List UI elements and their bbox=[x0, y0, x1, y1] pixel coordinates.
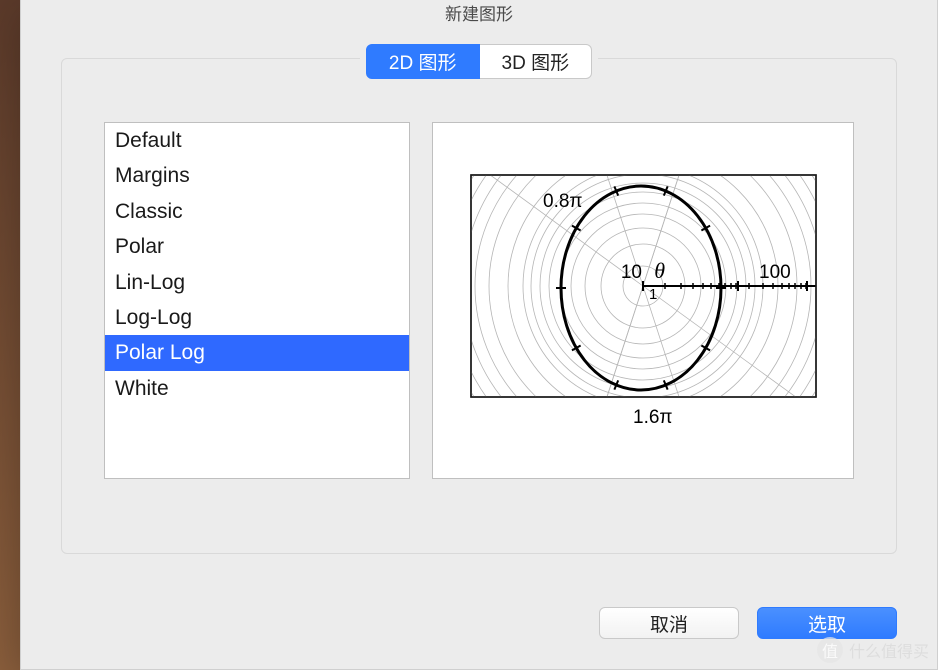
template-list[interactable]: DefaultMarginsClassicPolarLin-LogLog-Log… bbox=[104, 122, 410, 479]
watermark-text: 什么值得买 bbox=[849, 638, 929, 662]
svg-text:1.6π: 1.6π bbox=[633, 407, 673, 428]
dimension-tabs: 2D 图形3D 图形 bbox=[360, 44, 598, 79]
tab-3d[interactable]: 3D 图形 bbox=[480, 44, 593, 79]
svg-text:100: 100 bbox=[759, 262, 791, 283]
list-item[interactable]: Default bbox=[105, 123, 409, 158]
list-item[interactable]: Polar bbox=[105, 229, 409, 264]
list-item[interactable]: Polar Log bbox=[105, 335, 409, 370]
watermark-badge-icon: 值 bbox=[817, 637, 843, 663]
dialog-footer: 取消 选取 bbox=[599, 607, 897, 639]
list-item[interactable]: Log-Log bbox=[105, 300, 409, 335]
svg-text:10: 10 bbox=[621, 262, 642, 283]
svg-text:1: 1 bbox=[649, 286, 657, 303]
svg-text:θ: θ bbox=[654, 258, 665, 283]
watermark: 值 什么值得买 bbox=[817, 637, 929, 663]
list-item[interactable]: Classic bbox=[105, 194, 409, 229]
tab-2d[interactable]: 2D 图形 bbox=[366, 44, 480, 79]
content-panel: 2D 图形3D 图形 DefaultMarginsClassicPolarLin… bbox=[61, 58, 897, 554]
list-item[interactable]: Margins bbox=[105, 158, 409, 193]
new-figure-dialog: 新建图形 2D 图形3D 图形 DefaultMarginsClassicPol… bbox=[20, 0, 938, 670]
preview-pane: 1 10 θ 100 0.8π 1.6π bbox=[432, 122, 854, 479]
polar-log-preview: 1 10 θ 100 0.8π 1.6π bbox=[433, 123, 853, 478]
list-item[interactable]: White bbox=[105, 371, 409, 406]
dialog-title: 新建图形 bbox=[21, 0, 937, 24]
list-item[interactable]: Lin-Log bbox=[105, 265, 409, 300]
svg-text:0.8π: 0.8π bbox=[543, 191, 583, 212]
choose-button[interactable]: 选取 bbox=[757, 607, 897, 639]
cancel-button[interactable]: 取消 bbox=[599, 607, 739, 639]
